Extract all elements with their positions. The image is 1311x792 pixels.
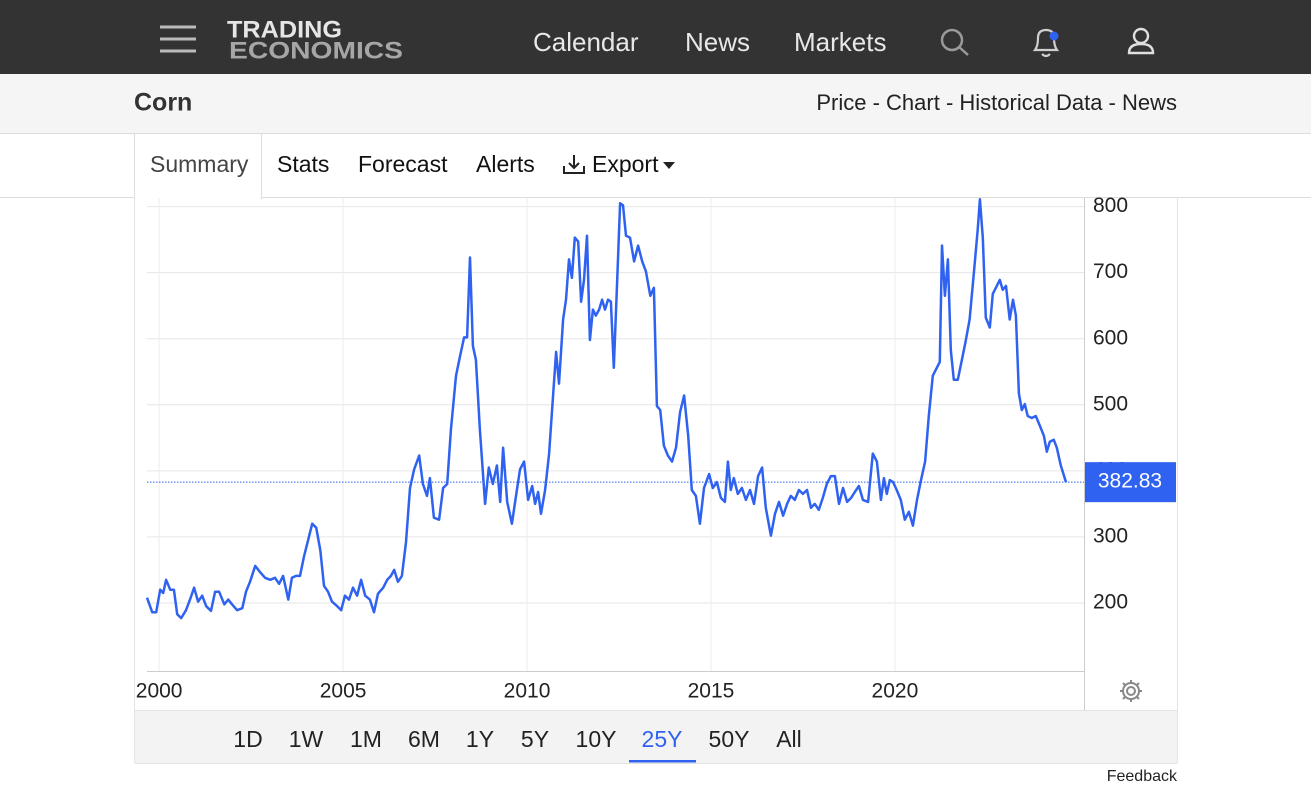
export-arrow [563, 155, 585, 174]
search-icon[interactable] [940, 28, 969, 56]
page-links[interactable]: Price - Chart - Historical Data - News [816, 90, 1177, 115]
range-button[interactable]: 10Y [576, 726, 617, 752]
tabs: Summary Stats Forecast Alerts Export [0, 133, 1311, 199]
tab[interactable]: Export [592, 151, 659, 177]
settings-icon[interactable] [1120, 680, 1142, 702]
y-tick-label: 600 [1093, 326, 1128, 349]
x-tick-label: 2005 [320, 680, 367, 703]
top-bar [0, 0, 1311, 74]
range-button[interactable]: 1D [233, 726, 262, 752]
range-button[interactable]: 1M [350, 726, 382, 752]
range-underline [629, 760, 696, 763]
logo-bottom[interactable]: ECONOMICS [229, 37, 403, 64]
menu-icon[interactable] [160, 25, 196, 53]
y-tick-label: 500 [1093, 392, 1128, 415]
nav-link[interactable]: Markets [794, 27, 886, 57]
range-button[interactable]: 5Y [521, 726, 549, 752]
x-tick-label: 2000 [136, 680, 183, 703]
tab[interactable]: Alerts [476, 151, 535, 177]
tab-active-gap [135, 196, 261, 199]
tab[interactable]: Summary [150, 151, 249, 177]
range-button[interactable]: All [776, 726, 802, 752]
y-tick-label: 700 [1093, 260, 1128, 283]
range-button[interactable]: 50Y [709, 726, 750, 752]
current-price-box [1085, 462, 1176, 503]
notification-dot [1049, 31, 1059, 41]
range-buttons: 1D 1W 1M 6M 1Y 5Y 10Y 25Y 50Y All [233, 726, 802, 763]
bell-icon[interactable] [1032, 28, 1060, 58]
nav-link[interactable]: News [685, 27, 750, 57]
range-button[interactable]: 1Y [466, 726, 494, 752]
title-band [0, 74, 1311, 133]
price-line [145, 198, 1068, 620]
x-tick-label: 2010 [504, 680, 551, 703]
y-tick-label: 200 [1093, 590, 1128, 613]
range-bar [135, 711, 1177, 763]
tab[interactable]: Stats [277, 151, 329, 177]
logo-top[interactable]: TRADING [227, 16, 342, 43]
export-icon [563, 155, 585, 174]
page-title: Corn [134, 89, 192, 117]
nav-link[interactable]: Calendar [533, 27, 639, 57]
y-tick-label: 800 [1093, 194, 1128, 217]
current-price-label: 382.83 [1098, 470, 1162, 493]
range-button[interactable]: 25Y [642, 726, 683, 752]
x-tick-label: 2015 [688, 680, 735, 703]
nav: Calendar News Markets [533, 27, 886, 57]
range-button[interactable]: 6M [408, 726, 440, 752]
export-caret [663, 162, 675, 169]
y-tick-label: 300 [1093, 524, 1128, 547]
x-tick-label: 2020 [872, 680, 919, 703]
feedback-link[interactable]: Feedback [1107, 768, 1178, 785]
range-button[interactable]: 1W [289, 726, 324, 752]
user-icon[interactable] [1127, 27, 1155, 55]
tab[interactable]: Forecast [358, 151, 448, 177]
chart: 2003004005006007008002000200520102015202… [135, 194, 1177, 711]
